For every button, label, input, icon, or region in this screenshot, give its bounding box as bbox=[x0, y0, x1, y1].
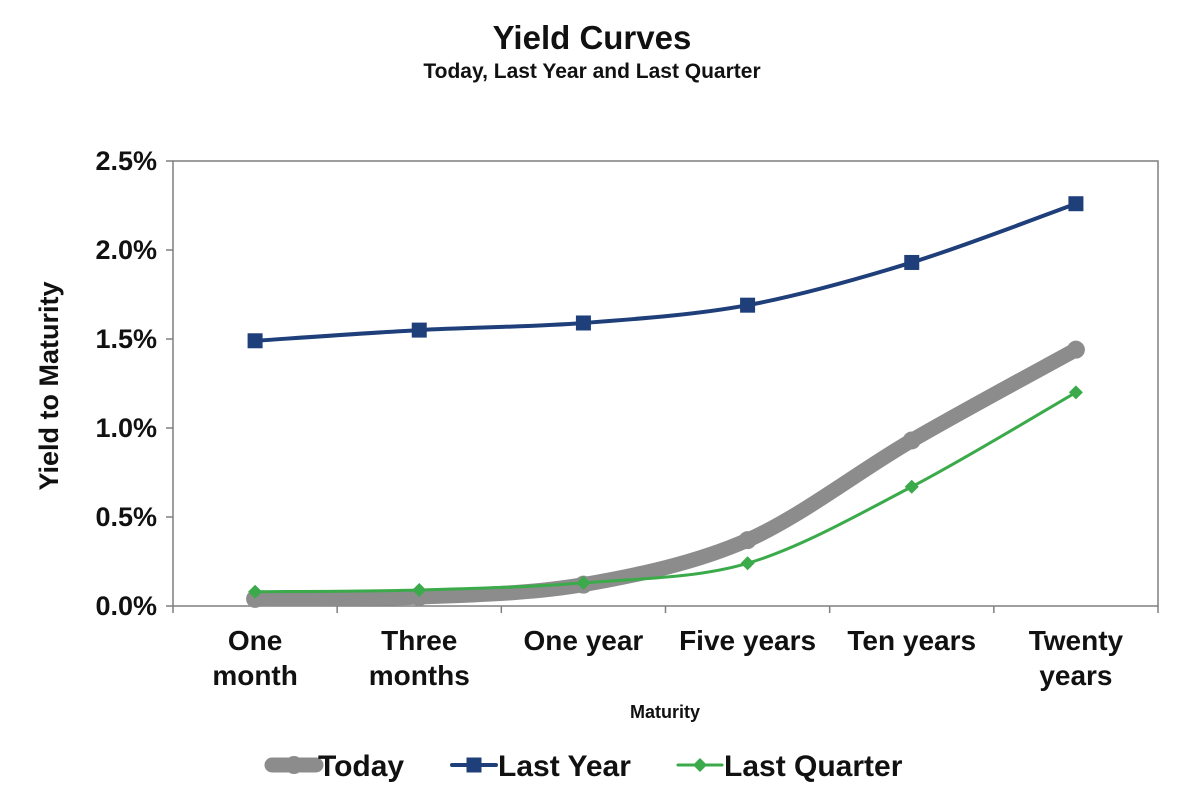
legend-marker bbox=[285, 756, 303, 774]
chart-subtitle: Today, Last Year and Last Quarter bbox=[423, 60, 760, 83]
x-tick-label: One month bbox=[212, 625, 298, 691]
series-line-last-year bbox=[253, 201, 1078, 343]
y-tick-label: 1.0% bbox=[95, 413, 157, 443]
data-point-last-year bbox=[575, 315, 591, 331]
data-point-last-quarter bbox=[248, 584, 263, 599]
legend-item-last-year: Last Year bbox=[450, 750, 631, 783]
data-point-last-year bbox=[904, 254, 920, 270]
series-last-quarter bbox=[248, 385, 1083, 599]
x-tick-label: One year bbox=[523, 625, 643, 656]
y-tick-label: 2.5% bbox=[95, 146, 157, 176]
data-point-today bbox=[902, 431, 921, 450]
data-point-last-year bbox=[247, 333, 263, 349]
legend-item-last-quarter: Last Quarter bbox=[676, 750, 903, 783]
legend-marker bbox=[466, 757, 482, 773]
x-tick-label: Five years bbox=[679, 625, 816, 656]
data-point-last-year bbox=[411, 322, 427, 338]
data-point-last-quarter bbox=[412, 582, 427, 597]
data-point-last-year bbox=[1068, 196, 1084, 212]
data-point-last-quarter bbox=[576, 575, 591, 590]
y-tick-label: 0.5% bbox=[95, 502, 157, 532]
data-point-today bbox=[738, 531, 757, 550]
data-point-today bbox=[246, 589, 265, 608]
series-layer bbox=[246, 196, 1085, 608]
data-point-last-quarter bbox=[1068, 385, 1083, 400]
data-point-last-quarter bbox=[740, 556, 755, 571]
legend: Today Last Year Last Quarter bbox=[264, 750, 903, 783]
series-line-today bbox=[247, 342, 1084, 607]
series-line-last-quarter bbox=[253, 390, 1078, 594]
legend-label: Last Year bbox=[498, 750, 631, 783]
y-axis-title: Yield to Maturity bbox=[34, 281, 64, 490]
legend-item-today: Today bbox=[264, 750, 404, 783]
data-point-last-year bbox=[740, 297, 756, 313]
chart-title: Yield Curves bbox=[493, 19, 692, 56]
legend-label: Today bbox=[318, 750, 404, 783]
y-tick-label: 2.0% bbox=[95, 235, 157, 265]
y-tick-label: 1.5% bbox=[95, 324, 157, 354]
data-point-today bbox=[1066, 340, 1085, 359]
data-point-today bbox=[410, 588, 429, 607]
x-axis-title: Maturity bbox=[630, 702, 700, 722]
x-tick-label: Ten years bbox=[847, 625, 976, 656]
x-tick-label: Twenty years bbox=[1029, 625, 1124, 691]
y-axis: 0.0% 0.5% 1.0% 1.5% 2.0% 2.5% bbox=[95, 146, 173, 621]
series-last-year bbox=[247, 196, 1084, 349]
y-tick-label: 0.0% bbox=[95, 591, 157, 621]
legend-marker bbox=[693, 758, 707, 772]
x-axis: One month Three months One year Five years Ten… bbox=[172, 606, 1159, 691]
x-tick-label: Three months bbox=[369, 625, 470, 691]
legend-label: Last Quarter bbox=[724, 750, 903, 783]
data-point-last-quarter bbox=[904, 479, 919, 494]
